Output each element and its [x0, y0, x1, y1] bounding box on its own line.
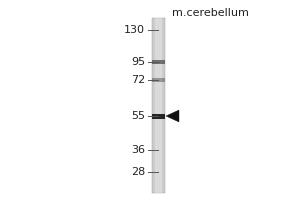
Polygon shape — [166, 110, 179, 122]
Bar — [152, 78, 165, 82]
Text: 72: 72 — [131, 75, 145, 85]
Text: m.cerebellum: m.cerebellum — [172, 8, 248, 18]
Text: 130: 130 — [124, 25, 145, 35]
Bar — [152, 60, 165, 64]
Bar — [152, 18, 165, 193]
Text: 36: 36 — [131, 145, 145, 155]
Bar — [155, 18, 162, 193]
Text: 95: 95 — [131, 57, 145, 67]
Text: 55: 55 — [131, 111, 145, 121]
Text: 28: 28 — [131, 167, 145, 177]
Bar — [152, 114, 165, 118]
